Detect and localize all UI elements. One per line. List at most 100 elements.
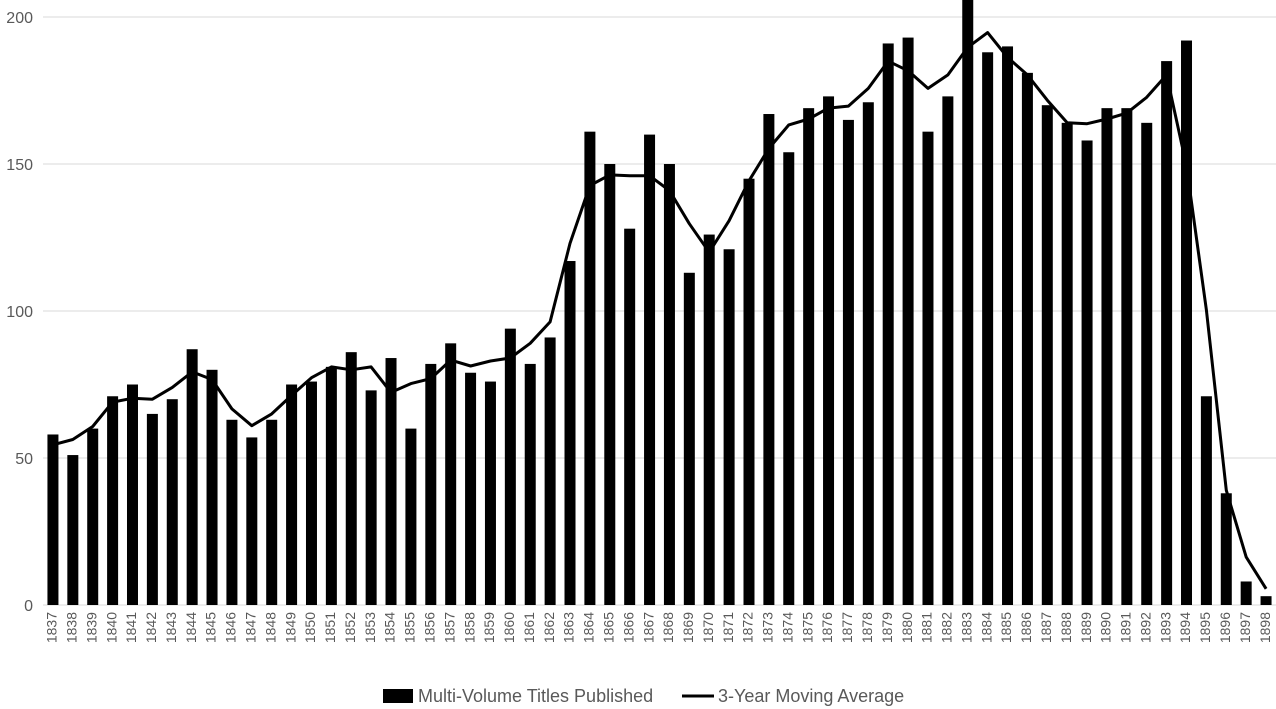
bar [962, 0, 974, 605]
x-tick-label: 1866 [620, 612, 636, 643]
bar [783, 152, 795, 606]
x-tick-label: 1859 [481, 612, 497, 643]
legend: Multi-Volume Titles Published 3-Year Mov… [383, 686, 904, 706]
y-axis-tick-labels: 0 50 100 150 200 [6, 10, 33, 615]
bar [902, 37, 914, 605]
x-tick-label: 1863 [561, 612, 577, 643]
x-tick-label: 1885 [998, 612, 1014, 643]
x-tick-label: 1869 [680, 612, 696, 643]
x-tick-label: 1887 [1038, 612, 1054, 643]
bar [1021, 72, 1033, 606]
x-tick-label: 1877 [839, 612, 855, 643]
x-tick-label: 1846 [223, 612, 239, 643]
bar [226, 419, 238, 605]
bar [1220, 493, 1232, 605]
x-tick-label: 1854 [382, 612, 398, 643]
bar [922, 131, 934, 605]
x-tick-label: 1879 [879, 612, 895, 643]
x-tick-label: 1856 [422, 612, 438, 643]
bar [763, 114, 775, 606]
bar [286, 384, 298, 605]
bar [982, 52, 994, 605]
x-tick-label: 1850 [302, 612, 318, 643]
x-tick-label: 1857 [441, 612, 457, 643]
bar [544, 337, 556, 605]
bar [67, 455, 79, 605]
bar [1121, 108, 1133, 605]
bar [1081, 140, 1093, 606]
bar-series [47, 0, 1272, 606]
bar [87, 428, 99, 605]
bar [1240, 581, 1252, 605]
bar [604, 164, 616, 605]
x-tick-label: 1837 [44, 612, 60, 643]
x-tick-label: 1858 [461, 612, 477, 643]
bar [484, 381, 496, 605]
bar [186, 349, 198, 605]
bar [823, 96, 835, 605]
bar [683, 272, 695, 605]
x-tick-label: 1839 [83, 612, 99, 643]
bar [564, 261, 576, 605]
bar [703, 234, 715, 605]
x-tick-label: 1840 [103, 612, 119, 643]
x-tick-label: 1878 [859, 612, 875, 643]
x-tick-label: 1841 [123, 612, 139, 643]
bar [1041, 105, 1053, 605]
x-tick-label: 1890 [1098, 612, 1114, 643]
x-tick-label: 1838 [64, 612, 80, 643]
bar [146, 413, 158, 605]
bar [1101, 108, 1113, 605]
x-tick-label: 1844 [183, 612, 199, 643]
bar [325, 366, 337, 605]
x-tick-label: 1848 [262, 612, 278, 643]
bar [862, 102, 874, 605]
bar [47, 434, 59, 605]
x-axis-tick-labels: 1837 1838 1839 1840 1841 1842 1843 1844 1845 1846… [44, 612, 1273, 643]
bar [882, 43, 894, 605]
x-tick-label: 1874 [779, 612, 795, 643]
y-tick-label: 50 [15, 451, 33, 468]
bar [624, 228, 636, 605]
bar [663, 164, 675, 605]
y-tick-label: 100 [6, 304, 33, 321]
x-tick-label: 1875 [799, 612, 815, 643]
bar [345, 352, 357, 605]
x-tick-label: 1845 [203, 612, 219, 643]
x-tick-label: 1895 [1197, 612, 1213, 643]
bar [1002, 46, 1014, 605]
x-tick-label: 1864 [581, 612, 597, 643]
bar [644, 134, 656, 605]
bar [465, 372, 477, 605]
bar [504, 328, 516, 605]
y-tick-label: 150 [6, 157, 33, 174]
bar [1260, 596, 1272, 605]
x-tick-label: 1896 [1217, 612, 1233, 643]
x-tick-label: 1842 [143, 612, 159, 643]
bar [266, 419, 278, 605]
x-tick-label: 1894 [1177, 612, 1193, 643]
bar [445, 343, 457, 605]
moving-average-series [52, 31, 1268, 590]
x-tick-label: 1889 [1078, 612, 1094, 643]
x-tick-label: 1867 [640, 612, 656, 643]
x-tick-label: 1872 [740, 612, 756, 643]
y-tick-label: 0 [24, 598, 33, 615]
bar [206, 369, 218, 605]
bar [107, 396, 119, 605]
x-tick-label: 1897 [1237, 612, 1253, 643]
bar [524, 363, 536, 605]
x-tick-label: 1868 [660, 612, 676, 643]
x-tick-label: 1883 [958, 612, 974, 643]
x-tick-label: 1861 [521, 612, 537, 643]
moving-average-line [52, 31, 1268, 590]
x-tick-label: 1852 [342, 612, 358, 643]
bar [365, 390, 377, 605]
x-tick-label: 1891 [1118, 612, 1134, 643]
x-tick-label: 1876 [819, 612, 835, 643]
bar [246, 437, 258, 605]
x-tick-label: 1873 [760, 612, 776, 643]
bar [723, 249, 735, 605]
x-tick-label: 1893 [1157, 612, 1173, 643]
